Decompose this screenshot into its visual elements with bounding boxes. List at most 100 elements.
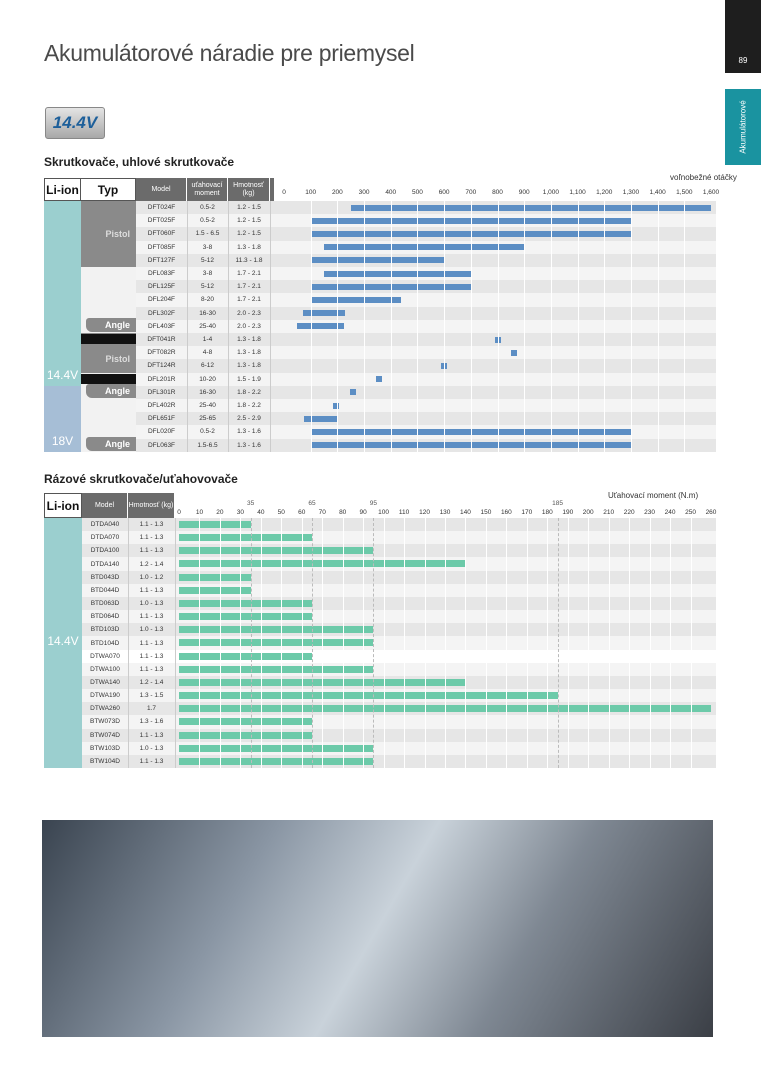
type-label-pistol: Pistol (105, 229, 130, 239)
model-cell: DFT124R (147, 362, 176, 370)
model-cell: DFL204F (147, 296, 176, 304)
weight-cell: 1.3 - 1.8 (237, 349, 261, 357)
grid-line (337, 201, 339, 452)
torque-bar (179, 613, 312, 621)
model-cell: DTWA260 (90, 705, 120, 713)
moment-cell: 25-65 (199, 415, 216, 423)
marker-tick: 185 (552, 500, 563, 507)
model-cell: BTD104D (90, 639, 120, 647)
axis-tick: 500 (412, 189, 423, 196)
type-group-bg (81, 201, 136, 267)
model-cell: DFL083F (147, 270, 176, 278)
rpm-point-marker (375, 376, 382, 383)
grid-line (690, 518, 692, 769)
model-cell: DFL020F (147, 428, 176, 436)
model-cell: DTWA100 (90, 665, 120, 673)
weight-cell: 1.2 - 1.5 (237, 230, 261, 238)
table-row (82, 754, 716, 769)
rpm-range-bar (324, 244, 525, 251)
column-divider (228, 201, 229, 452)
model-cell: BTW073D (90, 718, 120, 726)
voltage-group: 18V (44, 385, 81, 452)
axis-tick: 40 (257, 509, 265, 516)
page-title: Akumulátorové náradie pre priemysel (44, 40, 415, 66)
grid-line (260, 518, 262, 769)
table-row (82, 623, 716, 637)
moment-cell: 8-20 (200, 296, 214, 304)
column-divider (270, 201, 271, 452)
moment-cell: 16-30 (199, 309, 216, 317)
grid-line (383, 518, 385, 769)
axis-tick: 900 (518, 189, 530, 196)
model-cell: DFL302F (147, 309, 176, 317)
torque-bar (179, 626, 374, 634)
table-row (82, 570, 716, 584)
axis-tick: 100 (378, 509, 390, 516)
grid-line (240, 518, 242, 769)
grid-line (524, 201, 526, 452)
table-row (136, 372, 716, 386)
grid-line (219, 518, 221, 769)
axis-tick: 20 (216, 509, 224, 516)
marker-line (373, 518, 375, 769)
grid-line (608, 518, 610, 769)
grid-line (649, 518, 651, 769)
model-header: Model (82, 493, 128, 518)
model-cell: DTDA070 (90, 534, 120, 542)
model-cell: BTD064D (90, 613, 120, 621)
marker-tick: 65 (308, 500, 316, 507)
grid-line (604, 201, 606, 452)
voltage-group: 14.4V (44, 201, 81, 386)
weight-cell: 2.5 - 2.9 (237, 415, 261, 423)
model-cell: DFT060F (147, 230, 176, 238)
moment-cell: 25-40 (199, 402, 216, 410)
weight-header: Hmotnosť (kg) (228, 178, 270, 201)
weight-cell: 1.0 - 1.3 (139, 600, 164, 608)
weight-cell: 1.1 - 1.3 (139, 652, 164, 660)
grid-line (670, 518, 672, 769)
axis-tick: 10 (195, 509, 204, 516)
section-side-tab[interactable]: Akumulátorové (725, 89, 761, 165)
table-row (82, 636, 716, 650)
torque-bar (179, 534, 312, 542)
twin-turbo-logo (81, 373, 136, 384)
grid-line (364, 201, 366, 452)
table-row (136, 385, 716, 399)
axis-tick: 120 (419, 509, 430, 516)
moment-cell: 25-40 (199, 322, 216, 330)
weight-cell: 2.0 - 2.3 (237, 322, 261, 330)
grid-line (363, 518, 365, 769)
weight-cell: 1.7 - 2.1 (237, 270, 261, 278)
model-header: Model (136, 178, 187, 201)
table-row (82, 662, 716, 676)
axis-tick: 170 (521, 509, 533, 516)
axis-tick: 210 (603, 509, 615, 516)
weight-cell: 1.3 - 1.6 (237, 428, 261, 436)
model-cell: DFL063F (147, 441, 176, 449)
grid-line (497, 201, 499, 452)
model-cell: DFT025F (147, 217, 176, 225)
axis-tick: 190 (562, 509, 574, 516)
moment-cell: 1.5-6.5 (197, 441, 218, 449)
axis-label: Uťahovací moment (N.m) (608, 491, 699, 500)
axis-tick: 80 (339, 509, 347, 516)
torque-bar (179, 639, 374, 647)
moment-cell: 4-8 (202, 349, 213, 357)
column-divider (187, 201, 188, 452)
table-row (82, 610, 716, 624)
weight-cell: 1.3 - 1.5 (139, 692, 164, 700)
grid-line (301, 518, 303, 769)
axis-tick: 50 (277, 509, 285, 516)
grid-line (310, 201, 312, 452)
weight-cell: 1.3 - 1.6 (139, 718, 164, 726)
grid-line (550, 201, 552, 452)
rpm-range-bar (310, 257, 445, 264)
weight-cell: 1.3 - 1.8 (237, 336, 261, 344)
model-cell: DFL201R (147, 375, 176, 383)
model-cell: DFT085F (147, 243, 176, 251)
axis-tick: 250 (685, 509, 696, 516)
axis-tick: 700 (465, 189, 477, 196)
axis-tick: 260 (705, 509, 717, 516)
torque-bar (179, 731, 312, 739)
grid-line (444, 201, 446, 452)
